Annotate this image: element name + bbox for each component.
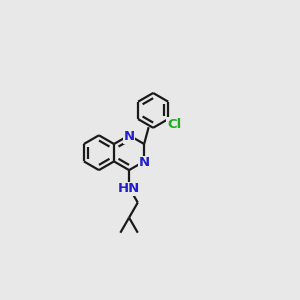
Text: N: N bbox=[124, 130, 135, 143]
Text: Cl: Cl bbox=[167, 118, 182, 130]
Text: N: N bbox=[139, 156, 150, 170]
Text: HN: HN bbox=[118, 182, 140, 196]
